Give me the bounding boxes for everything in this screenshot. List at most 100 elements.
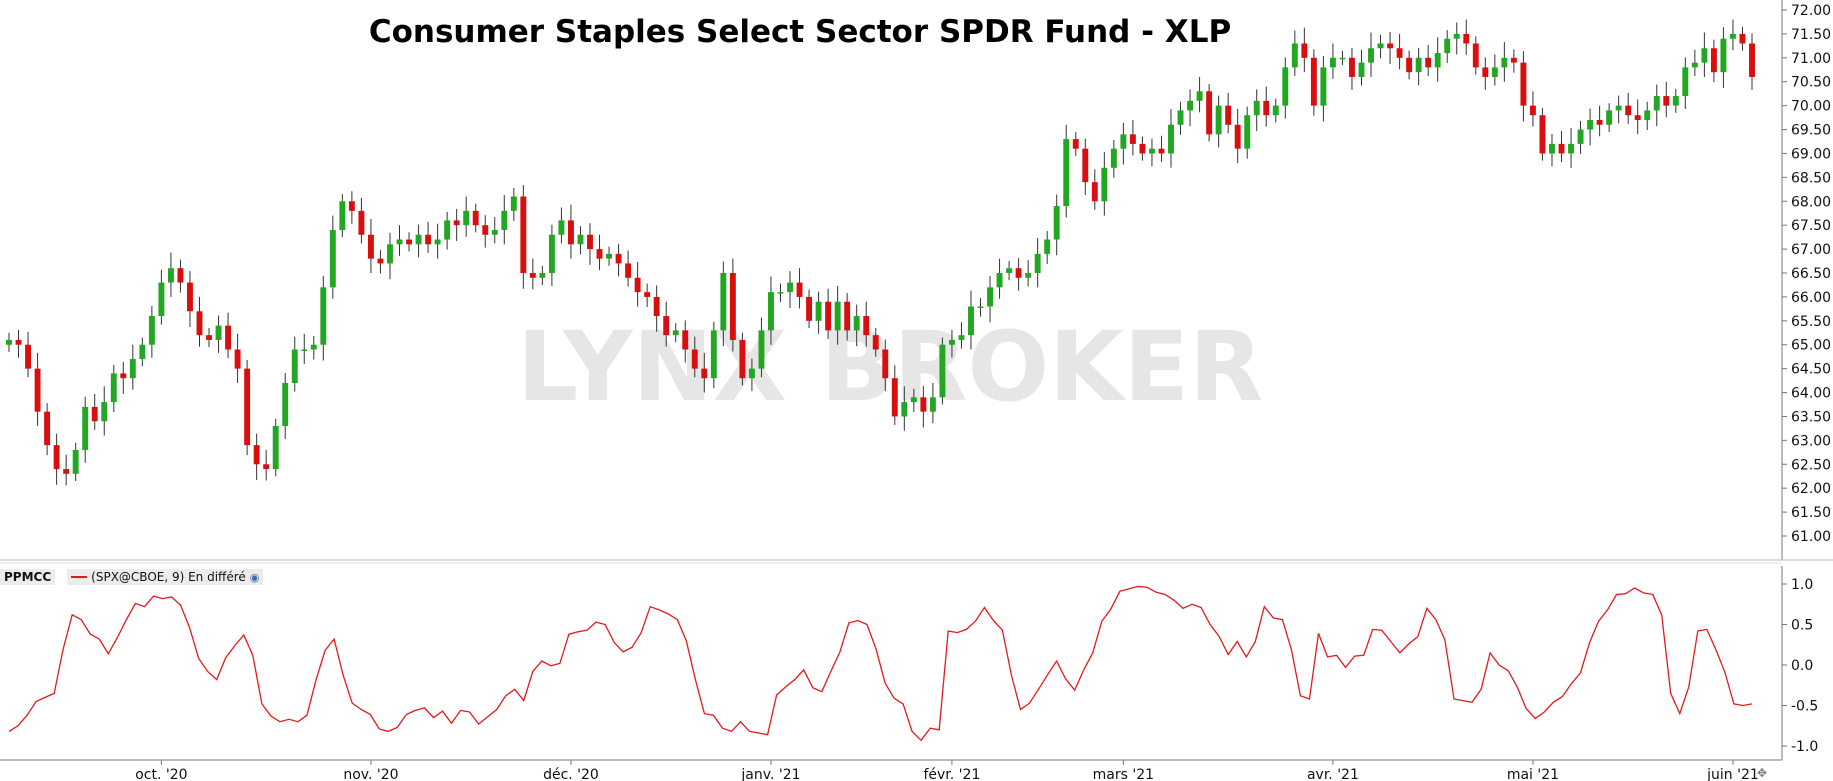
candle-up (1444, 38, 1451, 54)
price-tick-label: 64.00 (1791, 386, 1831, 402)
candle-down (1749, 43, 1755, 77)
price-tick-label: 70.00 (1791, 99, 1831, 115)
candle-down (44, 411, 51, 446)
candle-up (1682, 67, 1689, 97)
candle-up (987, 287, 993, 307)
price-tick-label: 62.00 (1791, 481, 1831, 497)
candle-down (882, 349, 889, 379)
candle-up (129, 359, 136, 379)
candle-down (406, 239, 412, 245)
candle-up (1196, 91, 1203, 101)
price-tick-label: 67.00 (1791, 242, 1831, 258)
candle-up (577, 234, 584, 245)
candle-up (1329, 57, 1336, 68)
candle-down (663, 316, 670, 336)
candle-up (787, 282, 793, 293)
candle-down (567, 220, 574, 245)
candle-down (1520, 62, 1527, 106)
candle-up (1025, 273, 1032, 278)
candle-up (1187, 100, 1194, 111)
candle-up (101, 402, 108, 422)
indicator-tick-label: -0.5 (1791, 699, 1818, 715)
candle-up (1568, 143, 1574, 154)
candle-up (720, 273, 727, 331)
candle-up (1120, 134, 1127, 149)
candle-down (1082, 148, 1089, 183)
candle-down (1234, 124, 1241, 149)
candle-up (910, 397, 917, 403)
candle-up (1339, 57, 1346, 60)
candle-up (415, 234, 422, 245)
candle-up (463, 210, 470, 226)
candle-down (653, 296, 660, 317)
candle-up (510, 196, 517, 211)
candle-up (1415, 57, 1422, 73)
price-tick-label: 70.50 (1791, 75, 1831, 91)
time-tick-label: nov. '20 (343, 767, 398, 781)
candle-up (1729, 33, 1736, 39)
candle-up (1453, 33, 1460, 39)
candle-up (72, 449, 79, 474)
candle-down (1387, 43, 1394, 49)
candle-down (587, 234, 593, 250)
candle-up (1491, 67, 1498, 77)
price-candles (6, 19, 1755, 486)
indicator-legend[interactable]: PPMCC (SPX@CBOE, 9) En différé ◉ (0, 568, 264, 586)
candle-up (1587, 119, 1594, 130)
price-tick-label: 69.00 (1791, 146, 1831, 162)
candle-down (701, 368, 708, 379)
candle-down (348, 201, 355, 211)
candle-down (472, 210, 479, 226)
candle-down (1225, 105, 1232, 125)
candle-up (1053, 206, 1060, 240)
candle-down (196, 311, 203, 336)
price-tick-label: 61.00 (1791, 529, 1831, 545)
legend-line-swatch (71, 576, 88, 578)
candle-down (863, 316, 870, 336)
indicator-legend-params[interactable]: (SPX@CBOE, 9) En différé ◉ (67, 569, 264, 585)
candle-up (958, 335, 965, 340)
candle-down (520, 196, 527, 273)
indicator-tick-label: 1.0 (1791, 577, 1813, 593)
candle-up (1606, 110, 1613, 125)
price-tick-label: 69.50 (1791, 123, 1831, 139)
candle-up (1368, 48, 1374, 63)
price-tick-label: 62.50 (1791, 457, 1831, 473)
candle-down (1406, 57, 1413, 73)
candle-up (558, 220, 565, 235)
candle-down (691, 349, 698, 369)
price-tick-label: 71.00 (1791, 51, 1831, 67)
time-scroll-handle-icon[interactable]: ✥ (1757, 766, 1768, 780)
candle-up (310, 344, 317, 350)
time-tick-label: déc. '20 (543, 767, 599, 781)
candle-up (1110, 148, 1117, 168)
candle-up (1034, 253, 1041, 273)
candle-up (1044, 239, 1051, 254)
candle-down (891, 378, 898, 417)
candle-up (548, 234, 555, 273)
candle-down (729, 273, 736, 340)
candle-up (272, 426, 279, 470)
time-axis-ticks: oct. '20 nov. '20 déc. '20 janv. '21 févr. '… (135, 760, 1759, 781)
candle-up (1549, 143, 1555, 154)
candle-up (1720, 38, 1727, 73)
candle-up (82, 406, 89, 450)
candle-up (1291, 43, 1298, 68)
price-tick-label: 68.00 (1791, 194, 1831, 210)
candle-down (1139, 143, 1146, 154)
candle-down (806, 296, 813, 321)
candle-down (1310, 57, 1317, 106)
candle-down (796, 282, 803, 297)
indicator-tick-label: -1.0 (1791, 739, 1818, 755)
candle-down (53, 445, 60, 470)
price-tick-label: 71.50 (1791, 27, 1831, 43)
candle-up (215, 325, 222, 340)
candle-down (1349, 57, 1355, 77)
candle-down (1072, 139, 1079, 149)
candle-down (625, 263, 632, 278)
candle-down (15, 339, 22, 345)
candle-up (1358, 62, 1365, 77)
candle-up (1672, 96, 1679, 106)
watermark: LYNX BROKER (517, 311, 1263, 423)
candle-up (320, 287, 327, 345)
